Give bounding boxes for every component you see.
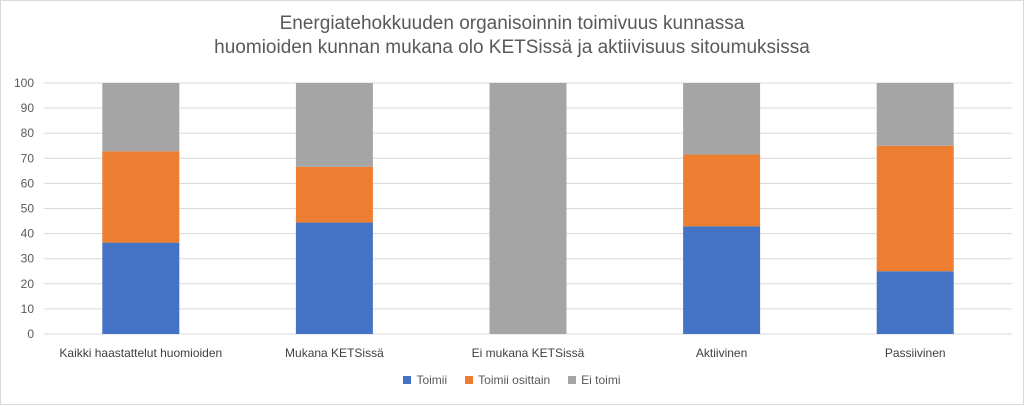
bar-segment [876, 83, 954, 146]
bar-segment [295, 166, 373, 223]
chart-title: Energiatehokkuuden organisoinnin toimivu… [0, 12, 1024, 60]
legend-swatch-toimii-osittain [465, 376, 474, 384]
legend: Toimii Toimii osittain Ei toimi [0, 373, 1024, 387]
bar-segment [683, 226, 761, 334]
x-category-label: Mukana KETSissä [285, 346, 384, 360]
bar-segment [295, 222, 373, 334]
y-tick-label: 80 [21, 126, 35, 140]
bar-segment [102, 242, 180, 334]
legend-label-toimii: Toimii [416, 373, 448, 387]
bar-segment [876, 145, 954, 272]
legend-item-toimii-osittain: Toimii osittain [465, 373, 550, 387]
y-tick-label: 60 [21, 176, 35, 190]
y-tick-label: 20 [21, 277, 35, 291]
x-category-label: Ei mukana KETSissä [472, 346, 585, 360]
y-tick-label: 30 [21, 252, 35, 266]
bar-segment [102, 151, 180, 243]
legend-swatch-toimii [403, 376, 412, 384]
legend-label-toimii-osittain: Toimii osittain [478, 373, 551, 387]
y-tick-label: 0 [27, 327, 34, 341]
bar-segment [683, 83, 761, 155]
bar-segment [683, 154, 761, 227]
x-category-label: Aktiivinen [696, 346, 747, 360]
legend-item-toimii: Toimii [403, 373, 447, 387]
y-tick-label: 40 [21, 227, 35, 241]
y-tick-label: 70 [21, 151, 35, 165]
x-category-label: Passiivinen [885, 346, 946, 360]
bar-segment [102, 83, 180, 152]
chart-title-line-1: Energiatehokkuuden organisoinnin toimivu… [279, 13, 745, 34]
bar-segment [489, 83, 567, 334]
y-tick-label: 10 [21, 302, 35, 316]
legend-label-ei-toimi: Ei toimi [581, 373, 621, 387]
y-tick-label: 100 [14, 76, 34, 90]
bars [102, 83, 954, 334]
y-tick-label: 50 [21, 202, 35, 216]
legend-swatch-ei-toimi [568, 376, 577, 384]
x-category-label: Kaikki haastattelut huomioiden [59, 346, 222, 360]
bar-segment [876, 271, 954, 334]
y-axis-ticks: 0 10 20 30 40 50 60 70 80 90 100 [14, 76, 34, 341]
chart-title-line-2: huomioiden kunnan mukana olo KETSissä ja… [214, 37, 810, 58]
y-tick-label: 90 [21, 101, 35, 115]
legend-item-ei-toimi: Ei toimi [568, 373, 621, 387]
x-axis-labels: Kaikki haastattelut huomioiden Mukana KET… [59, 346, 945, 360]
bar-segment [295, 83, 373, 167]
